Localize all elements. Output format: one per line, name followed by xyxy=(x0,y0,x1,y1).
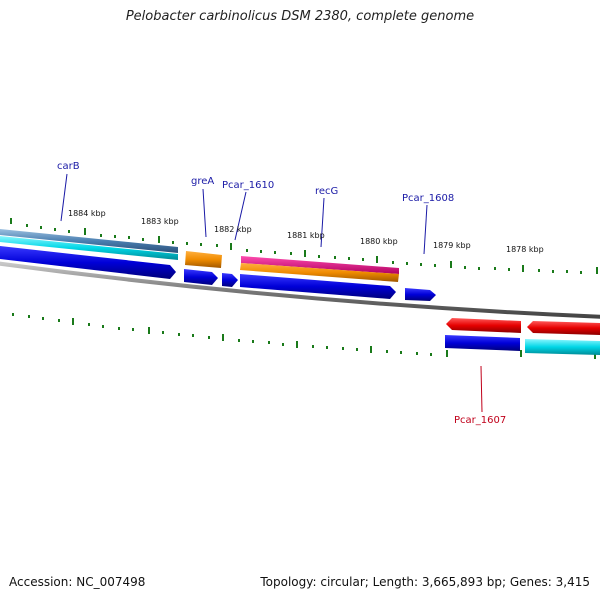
pcar1607-red-arrow[interactable] xyxy=(446,318,521,333)
recG-orange-feature[interactable] xyxy=(240,263,399,282)
upper-tick-ring xyxy=(10,218,598,274)
gene-label-recG[interactable]: recG xyxy=(315,186,338,197)
recG-magenta-feature[interactable] xyxy=(241,256,399,274)
gene-label-carB[interactable]: carB xyxy=(57,161,80,172)
cyan-feature-right[interactable] xyxy=(525,339,600,355)
kbp-label: 1882 kbp xyxy=(214,225,252,234)
gene-label-pcar1610[interactable]: Pcar_1610 xyxy=(222,180,274,191)
genome-summary-text: Topology: circular; Length: 3,665,893 bp… xyxy=(260,575,590,589)
kbp-label: 1881 kbp xyxy=(287,231,325,240)
map-title: Pelobacter carbinolicus DSM 2380, comple… xyxy=(125,9,475,24)
red-feature-right[interactable] xyxy=(527,321,600,335)
gene-label-greA[interactable]: greA xyxy=(191,176,214,187)
kbp-label: 1879 kbp xyxy=(433,241,471,250)
cyan-feature[interactable] xyxy=(0,236,178,260)
kbp-label: 1883 kbp xyxy=(141,217,179,226)
gene-label-pcar1607[interactable]: Pcar_1607 xyxy=(454,415,506,426)
pcar1608-cds-arrow[interactable] xyxy=(405,288,436,301)
gene-label-pcar1608[interactable]: Pcar_1608 xyxy=(402,193,454,204)
greA-orange-feature[interactable] xyxy=(185,251,222,268)
leader-lines xyxy=(60,173,483,413)
greA-cds-arrow[interactable] xyxy=(184,269,218,285)
pcar1607-blue-feature[interactable] xyxy=(445,335,520,351)
lower-tick-ring xyxy=(12,313,596,359)
kbp-label: 1884 kbp xyxy=(68,209,106,218)
steel-feature[interactable] xyxy=(0,229,178,253)
carB-cds-arrow[interactable] xyxy=(0,246,176,279)
accession-text: Accession: NC_007498 xyxy=(9,575,146,589)
recG-cds-arrow[interactable] xyxy=(240,274,396,299)
kbp-label: 1878 kbp xyxy=(506,245,544,254)
pcar1610-cds-arrow[interactable] xyxy=(222,273,238,287)
kbp-label: 1880 kbp xyxy=(360,237,398,246)
genome-backbone xyxy=(0,261,600,319)
